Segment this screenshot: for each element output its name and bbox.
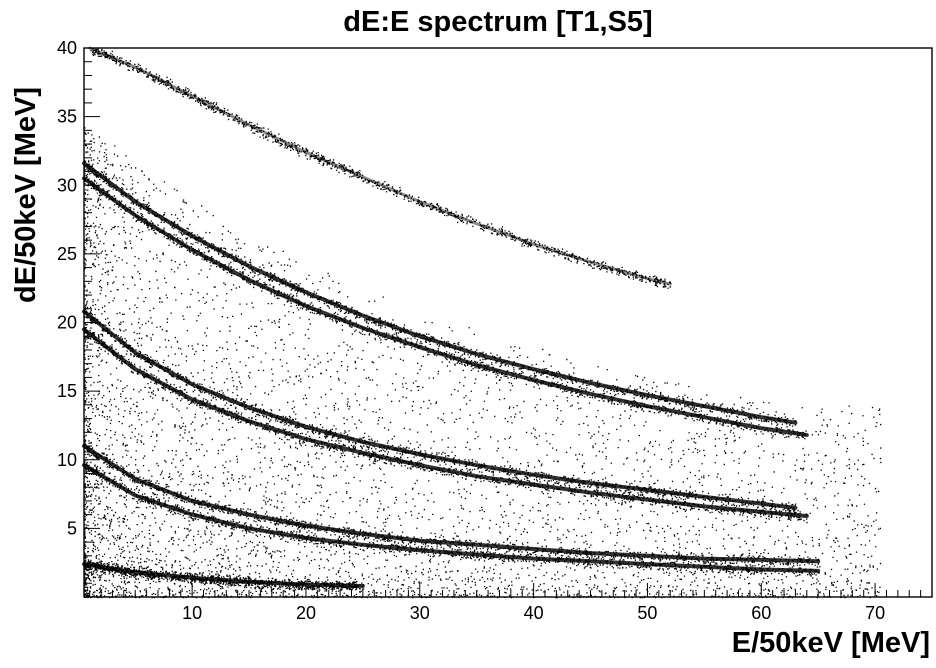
x-tick-label: 10: [182, 603, 202, 623]
band-series-2: [82, 463, 821, 573]
y-tick-label: 10: [57, 450, 77, 470]
y-axis-label: dE/50keV [MeV]: [10, 87, 42, 303]
x-tick-label: 40: [524, 603, 544, 623]
band-series-6: [82, 176, 809, 437]
y-tick-label: 5: [67, 518, 77, 538]
band-series-5: [82, 309, 798, 510]
y-tick-label: 20: [57, 313, 77, 333]
chart-title: dE:E spectrum [T1,S5]: [343, 6, 652, 38]
band-series-4: [82, 327, 809, 518]
y-tick-label: 25: [57, 244, 77, 264]
band-series-7: [82, 161, 798, 425]
y-tick-label: 40: [57, 38, 77, 58]
x-tick-label: 60: [751, 603, 771, 623]
curves-layer: [82, 46, 821, 588]
x-tick-label: 20: [296, 603, 316, 623]
x-tick-label: 30: [410, 603, 430, 623]
x-tick-label: 50: [637, 603, 657, 623]
y-tick-label: 15: [57, 381, 77, 401]
band-series-8: [88, 46, 672, 286]
x-axis-label: E/50keV [MeV]: [732, 627, 930, 659]
x-tick-label: 70: [865, 603, 885, 623]
y-tick-label: 30: [57, 175, 77, 195]
y-tick-label: 35: [57, 107, 77, 127]
band-series-1: [82, 562, 365, 588]
band-series-3: [82, 444, 821, 564]
ticks-layer: 10 20 30 40 50 60 70 5 10 15 20 25 30 35 40: [57, 38, 922, 623]
